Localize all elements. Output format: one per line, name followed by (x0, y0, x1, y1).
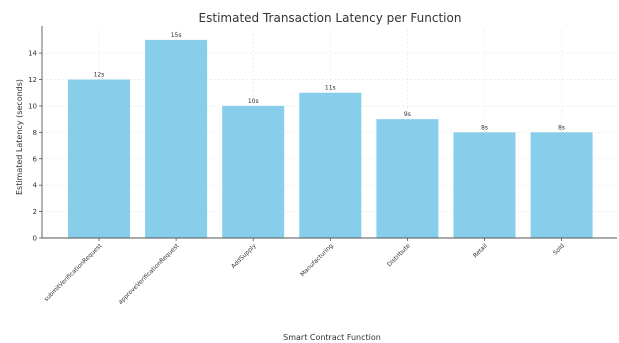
y-tick-label: 10 (28, 102, 37, 110)
x-tick-label: Retail (472, 242, 489, 259)
y-tick-label: 8 (33, 129, 37, 137)
bar-data-label: 12s (94, 72, 105, 79)
bar-data-label: 8s (558, 124, 565, 131)
bars: 12s 15s 10s 11s 9s 8s 8s (68, 32, 593, 239)
bar (530, 132, 593, 238)
x-tick-label: approveVerificationRequest (117, 242, 181, 306)
y-tick-label: 4 (33, 182, 38, 190)
x-tick-label: submitVerificationRequest (43, 242, 104, 303)
bar (299, 92, 362, 238)
x-tick-label: Manufacturing (299, 242, 335, 278)
bar (453, 132, 516, 238)
bar (145, 39, 208, 239)
bar-data-label: 15s (171, 32, 182, 39)
y-tick-label: 6 (33, 155, 38, 163)
y-tick-label: 14 (28, 50, 37, 58)
bar-data-label: 11s (325, 85, 336, 92)
chart-title: Estimated Transaction Latency per Functi… (199, 11, 462, 25)
y-tick-label: 0 (33, 235, 37, 243)
y-tick-label: 2 (33, 208, 37, 216)
x-tick-label: AddSupply (230, 242, 258, 270)
bar (68, 79, 130, 239)
y-tick-label: 12 (28, 76, 37, 84)
x-axis-label: Smart Contract Function (283, 333, 381, 342)
bar-data-label: 8s (481, 124, 488, 131)
x-tick-label: Distribute (386, 242, 412, 268)
x-tick-label: Sold (552, 242, 566, 256)
y-axis-label: Estimated Latency (seconds) (15, 79, 24, 195)
bar-data-label: 10s (248, 98, 259, 105)
bar (376, 119, 439, 238)
bar-data-label: 9s (404, 111, 411, 118)
bar (222, 105, 285, 238)
